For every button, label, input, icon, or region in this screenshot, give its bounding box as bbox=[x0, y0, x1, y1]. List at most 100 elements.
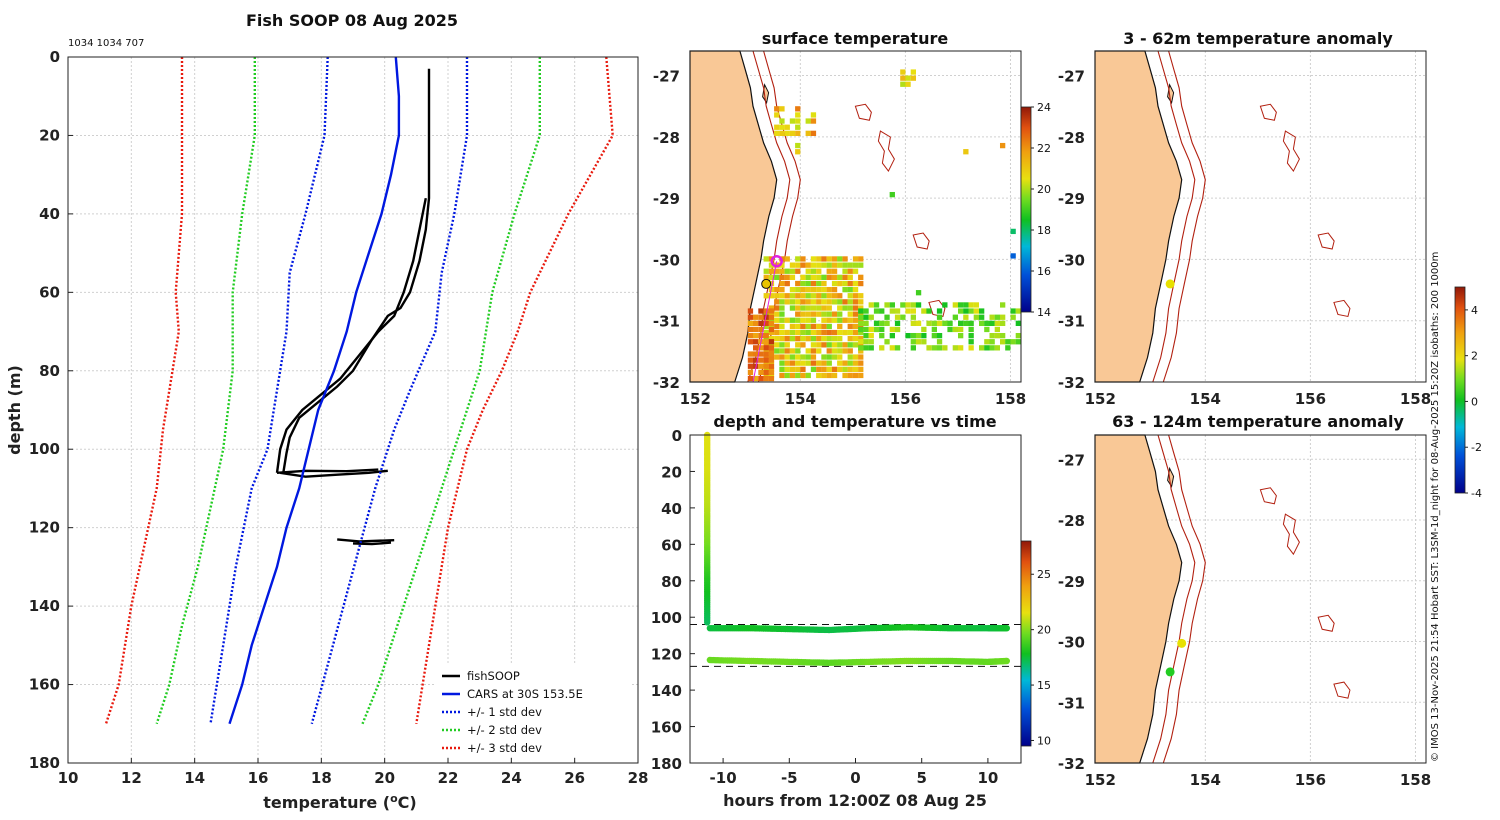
sst-pixel bbox=[810, 112, 817, 118]
map-xtick-label: 154 bbox=[1190, 771, 1221, 789]
sst-pixel bbox=[747, 363, 754, 369]
sst-pixel bbox=[837, 274, 843, 280]
sst-pixel bbox=[810, 360, 817, 366]
sst-pixel bbox=[963, 320, 969, 326]
sst-pixel bbox=[816, 293, 822, 299]
std-low-line bbox=[209, 56, 329, 724]
sst-pixel bbox=[805, 299, 811, 305]
sst-pixel bbox=[784, 348, 790, 354]
dt-ytick-label: 120 bbox=[651, 646, 682, 664]
sst-pixel bbox=[800, 262, 806, 268]
sst-pixel bbox=[763, 351, 769, 357]
sst-pixel bbox=[768, 268, 775, 274]
sst-pixel bbox=[852, 366, 859, 372]
sst-pixel bbox=[821, 256, 827, 262]
sst-pixel bbox=[779, 268, 785, 274]
sst-pixel bbox=[847, 299, 853, 305]
sst-pixel bbox=[826, 366, 832, 372]
sst-pixel bbox=[816, 336, 822, 342]
sst-pixel bbox=[873, 308, 880, 314]
dt-ytick-label: 80 bbox=[661, 573, 682, 591]
sst-pixel bbox=[858, 354, 864, 360]
sst-pixel bbox=[847, 311, 853, 317]
sst-pixel bbox=[758, 308, 764, 314]
sst-pixel bbox=[763, 375, 769, 382]
sst-pixel bbox=[1000, 302, 1006, 308]
sst-pixel bbox=[994, 326, 1000, 333]
sst-pixel bbox=[779, 348, 785, 354]
sst-pixel bbox=[837, 366, 843, 372]
sst-pixel bbox=[968, 320, 974, 326]
colorbar-gradient bbox=[1454, 286, 1466, 494]
sst-pixel bbox=[831, 336, 838, 342]
seamount-isobath bbox=[1317, 614, 1335, 632]
sst-pixel bbox=[826, 262, 832, 268]
sst-pixel bbox=[847, 287, 853, 293]
sst-pixel bbox=[763, 329, 769, 336]
sst-pixel bbox=[800, 336, 806, 342]
sst-pixel bbox=[816, 366, 822, 372]
sst-pixel bbox=[826, 354, 832, 360]
dt-xtick-label: 0 bbox=[850, 769, 860, 787]
sst-pixel bbox=[852, 354, 859, 360]
sst-pixel bbox=[779, 360, 785, 366]
sst-pixel bbox=[958, 345, 964, 351]
sst-pixel bbox=[989, 339, 995, 345]
sst-pixel bbox=[758, 314, 764, 320]
sst-pixel bbox=[795, 342, 801, 348]
sst-pixel bbox=[810, 336, 817, 342]
sst-pixel bbox=[763, 314, 769, 320]
std-high-line bbox=[310, 57, 469, 725]
sst-pixel bbox=[763, 348, 769, 354]
sst-pixel bbox=[915, 333, 922, 339]
sst-pixel bbox=[758, 320, 764, 326]
sst-pixel bbox=[800, 280, 806, 287]
sst-pixel bbox=[868, 339, 874, 345]
sst-pixel bbox=[805, 293, 811, 299]
sst-pixel bbox=[858, 293, 864, 299]
sst-pixel bbox=[774, 336, 780, 342]
sst-pixel bbox=[837, 317, 843, 323]
sst-pixel bbox=[894, 308, 901, 314]
sst-pixel bbox=[947, 326, 953, 333]
sst-pixel bbox=[852, 299, 859, 305]
sst-pixel bbox=[821, 366, 827, 372]
sst-pixel bbox=[831, 329, 838, 336]
sst-pixel bbox=[858, 320, 864, 326]
map-ytick-label: -28 bbox=[653, 129, 680, 147]
std-low-line bbox=[104, 57, 184, 725]
sst-pixel bbox=[816, 372, 822, 379]
sst-pixel bbox=[795, 106, 801, 112]
sst-pixel bbox=[774, 106, 780, 112]
sst-pixel bbox=[847, 293, 853, 299]
sst-pixel bbox=[910, 333, 916, 339]
sst-pixel bbox=[879, 345, 885, 351]
sst-pixel bbox=[763, 342, 769, 348]
sst-pixel bbox=[821, 262, 827, 268]
sst-pixel bbox=[795, 262, 801, 268]
profile-ytick-label: 40 bbox=[39, 205, 60, 223]
colorbar-gradient bbox=[1020, 540, 1032, 747]
sst-pixel bbox=[758, 369, 764, 375]
sst-pixel bbox=[826, 311, 832, 317]
sst-pixel bbox=[805, 336, 811, 342]
sst-pixel bbox=[837, 262, 843, 268]
sst-pixel bbox=[826, 329, 832, 336]
sst-pixel bbox=[774, 311, 780, 317]
sst-pixel bbox=[805, 274, 811, 280]
sst-pixel bbox=[784, 336, 790, 342]
sst-pixel bbox=[779, 299, 785, 305]
sst-pixel bbox=[926, 320, 932, 326]
sst-pixel bbox=[858, 299, 864, 305]
sst-pixel bbox=[779, 336, 785, 342]
footer-credit: © IMOS 13-Nov-2025 21:54 Hobart SST: L3S… bbox=[1430, 252, 1441, 762]
legend-label: +/- 3 std dev bbox=[467, 741, 542, 755]
sst-pixel bbox=[768, 308, 775, 314]
map-ytick-label: -31 bbox=[1058, 313, 1085, 331]
sst-pixel bbox=[821, 360, 827, 366]
sst-pixel bbox=[753, 357, 759, 363]
sst-pixel bbox=[931, 345, 937, 351]
sst-pixel bbox=[831, 366, 838, 372]
sst-pixel bbox=[763, 366, 769, 372]
sst-pixel bbox=[968, 302, 974, 308]
